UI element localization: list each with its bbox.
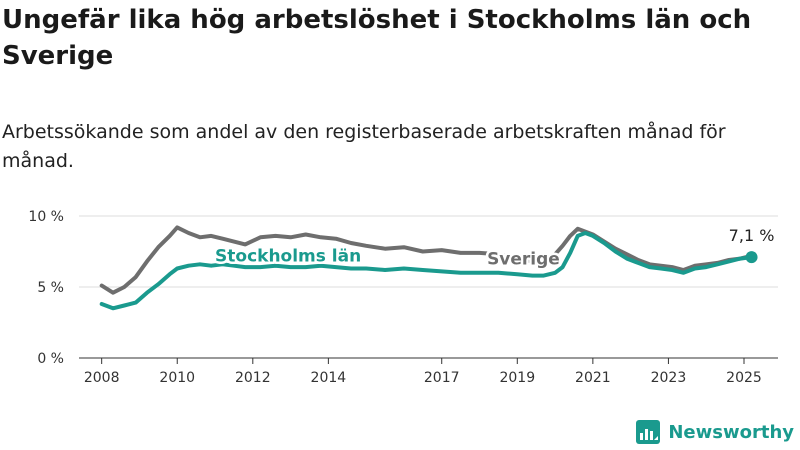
x-tick-label: 2023 xyxy=(651,370,687,386)
y-axis-ticks: 0 % 5 % 10 % xyxy=(28,209,64,367)
grid-lines xyxy=(79,215,778,288)
x-tick-label: 2012 xyxy=(235,370,271,386)
x-tick-label: 2017 xyxy=(424,370,460,386)
x-tick-label: 2010 xyxy=(159,370,195,386)
x-tick-label: 2025 xyxy=(726,370,762,386)
chart-subtitle: Arbetssökande som andel av den registerb… xyxy=(2,121,726,172)
newsworthy-chart-logo-icon xyxy=(636,420,661,444)
series-labels: 7,1 % Stockholms län Sverige xyxy=(213,226,775,272)
newsworthy-brand: Newsworthy xyxy=(636,420,794,444)
y-tick-label: 5 % xyxy=(37,280,64,296)
chart-title: Ungefär lika hög arbetslöshet i Stockhol… xyxy=(2,5,752,71)
y-tick-label: 0 % xyxy=(37,351,64,367)
x-tick-label: 2008 xyxy=(84,370,120,386)
series-line-stockholm xyxy=(99,231,754,311)
line-chart: 0 %5 %10 % 2008 2010 2012 2014 2017 2019 2021 2… xyxy=(28,209,778,386)
x-tick-label: 2014 xyxy=(311,370,347,386)
series-label-sverige: Sverige xyxy=(487,249,560,269)
series-line-sverige xyxy=(99,225,754,295)
x-tick-label: 2021 xyxy=(575,370,611,386)
series-lines xyxy=(99,225,758,311)
x-axis: 2008 2010 2012 2014 2017 2019 2021 2023 2025 xyxy=(79,357,778,386)
brand-name: Newsworthy xyxy=(668,421,794,443)
x-tick-label: 2019 xyxy=(499,370,535,386)
series-end-point xyxy=(745,251,758,264)
end-value-label: 7,1 % xyxy=(729,226,775,245)
series-label-stockholm: Stockholms län xyxy=(215,246,361,266)
y-tick-label: 10 % xyxy=(28,209,64,225)
